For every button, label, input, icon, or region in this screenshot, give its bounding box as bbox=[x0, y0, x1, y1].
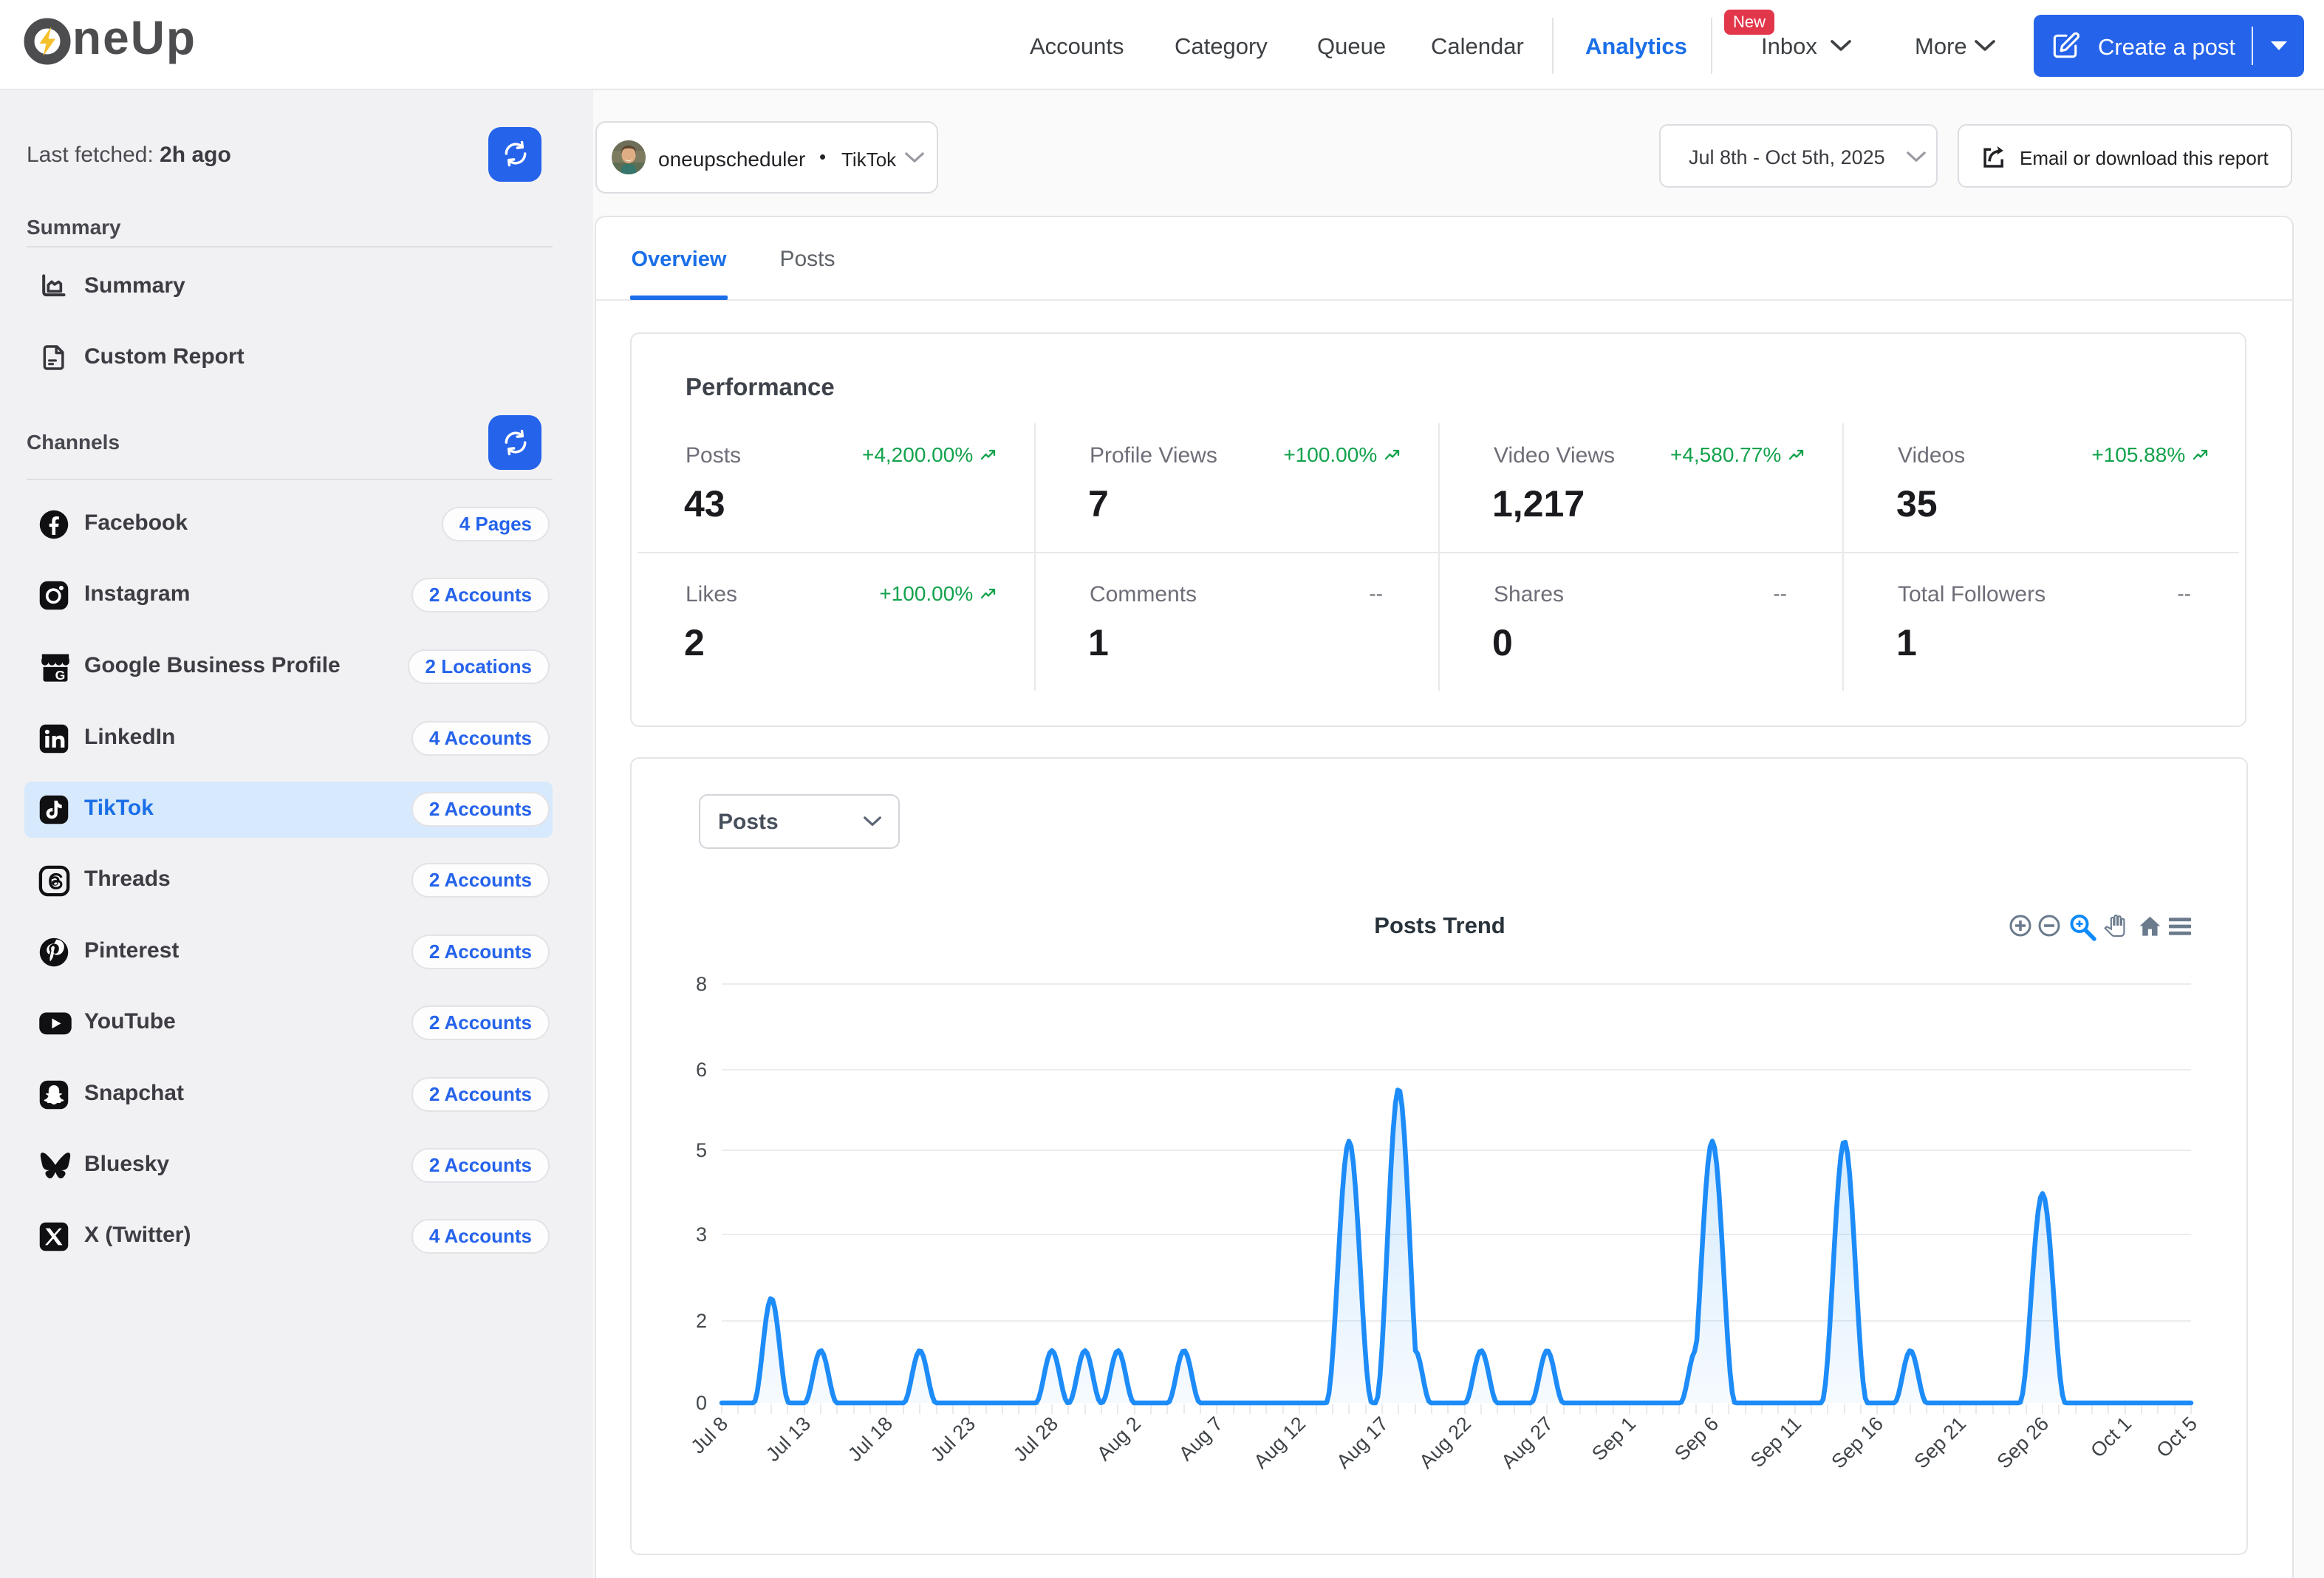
svg-text:Jul 23: Jul 23 bbox=[926, 1413, 980, 1466]
svg-text:Sep 26: Sep 26 bbox=[1992, 1413, 2053, 1473]
svg-text:Sep 21: Sep 21 bbox=[1910, 1413, 1970, 1473]
svg-text:0: 0 bbox=[696, 1392, 707, 1414]
svg-text:Jul 28: Jul 28 bbox=[1009, 1413, 1062, 1466]
svg-text:Oct 5: Oct 5 bbox=[2152, 1413, 2201, 1462]
svg-text:5: 5 bbox=[696, 1139, 707, 1161]
svg-text:Jul 8: Jul 8 bbox=[687, 1413, 733, 1458]
svg-text:Sep 6: Sep 6 bbox=[1670, 1413, 1723, 1465]
svg-text:Jul 18: Jul 18 bbox=[844, 1413, 897, 1466]
svg-text:Oct 1: Oct 1 bbox=[2086, 1413, 2136, 1462]
svg-text:6: 6 bbox=[696, 1059, 707, 1081]
svg-text:Aug 27: Aug 27 bbox=[1497, 1413, 1557, 1473]
svg-text:Sep 11: Sep 11 bbox=[1746, 1413, 1805, 1472]
svg-text:Aug 7: Aug 7 bbox=[1175, 1413, 1227, 1465]
svg-text:2: 2 bbox=[696, 1310, 707, 1332]
svg-text:Aug 17: Aug 17 bbox=[1332, 1413, 1392, 1473]
svg-text:Jul 13: Jul 13 bbox=[762, 1413, 815, 1466]
svg-text:8: 8 bbox=[696, 973, 707, 995]
svg-text:Posts Trend: Posts Trend bbox=[1374, 912, 1505, 938]
svg-text:Sep 1: Sep 1 bbox=[1588, 1413, 1640, 1465]
svg-text:3: 3 bbox=[696, 1223, 707, 1246]
svg-text:G: G bbox=[55, 668, 66, 683]
svg-text:Aug 2: Aug 2 bbox=[1093, 1413, 1145, 1465]
svg-text:neUp: neUp bbox=[72, 18, 196, 64]
svg-text:Aug 12: Aug 12 bbox=[1249, 1413, 1310, 1473]
svg-text:Aug 22: Aug 22 bbox=[1415, 1413, 1475, 1473]
svg-text:Sep 16: Sep 16 bbox=[1827, 1413, 1887, 1473]
